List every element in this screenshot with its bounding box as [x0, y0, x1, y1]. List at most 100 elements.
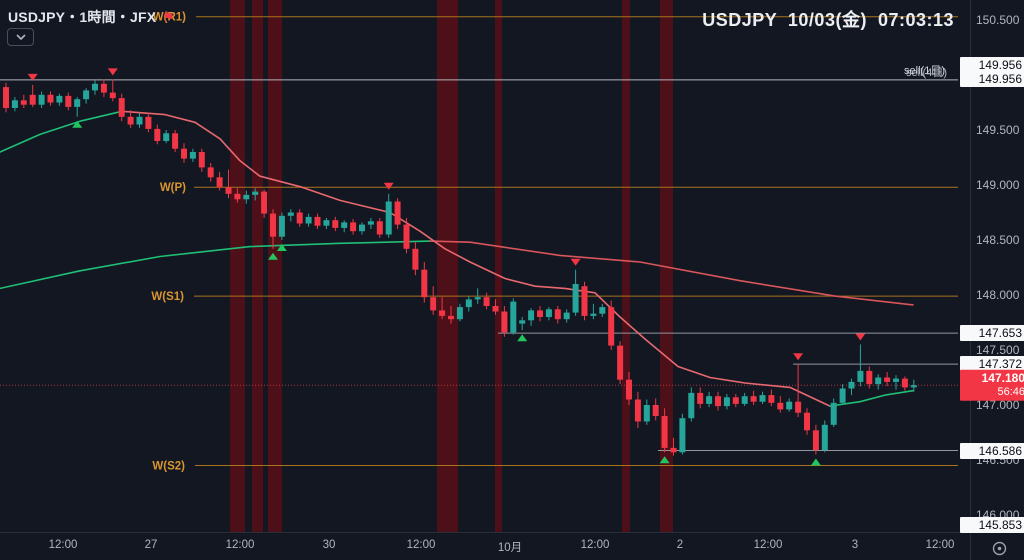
- buy-signal-icon: [517, 334, 528, 342]
- candle: [617, 345, 624, 380]
- sell-signal-icon: [570, 258, 581, 266]
- candle: [207, 167, 214, 178]
- candle: [661, 416, 668, 448]
- candlestick-chart-plot[interactable]: W(R1) W(P) W(S1) W(S2): [0, 0, 970, 532]
- sell-signal-icon: [855, 333, 866, 341]
- candle: [74, 99, 81, 107]
- candle: [626, 379, 632, 400]
- candle: [875, 377, 882, 385]
- candle: [519, 320, 526, 324]
- price-axis-tick: 148.000: [976, 288, 1020, 302]
- candle: [394, 201, 401, 225]
- time-axis-label: 12:00: [753, 539, 783, 551]
- buy-signal-icon: [268, 252, 278, 260]
- price-level-badge: 149.956: [960, 56, 1024, 73]
- price-axis-tick: 147.000: [976, 398, 1020, 412]
- candle: [145, 116, 152, 129]
- candle: [118, 98, 125, 117]
- time-axis[interactable]: 12:00 27 12:00 30 12:00 10月 12:00 2 12:00 3 12:00: [0, 533, 970, 560]
- axis-settings-gear-icon[interactable]: [988, 538, 1010, 558]
- sell-signal-icon: [27, 73, 38, 81]
- candle: [572, 284, 579, 313]
- time-axis-label: 12:00: [925, 539, 955, 551]
- candle: [670, 447, 677, 453]
- candle: [492, 306, 499, 312]
- flag-icon[interactable]: ⚑: [162, 9, 175, 25]
- candle: [172, 133, 179, 149]
- candle: [278, 215, 285, 237]
- candle: [554, 309, 561, 320]
- current-price-badge: 147.180 56:46: [960, 369, 1024, 401]
- ma-fast-line: [0, 110, 123, 153]
- pivot-label: W(S1): [151, 291, 184, 303]
- candle: [795, 401, 802, 413]
- buy-signal-icon: [659, 456, 670, 464]
- price-level-badge: 146.586: [960, 442, 1024, 459]
- price-level-badge: 145.853: [960, 517, 1024, 534]
- candle: [688, 392, 695, 419]
- sell-signal-icon: [383, 182, 394, 190]
- candle: [786, 401, 793, 410]
- price-axis[interactable]: 150.500 149.500 149.000 148.500 148.000 147.5…: [960, 0, 1024, 534]
- candle: [510, 301, 517, 333]
- pivot-label: W(P): [160, 182, 186, 194]
- candle: [679, 418, 686, 453]
- symbol-legend[interactable]: USDJPY・1時間・JFX ⚑: [8, 7, 175, 27]
- candle: [136, 116, 143, 125]
- candle: [715, 396, 721, 407]
- candle: [777, 402, 784, 410]
- candle: [750, 396, 757, 402]
- candle: [893, 378, 899, 382]
- candle: [243, 194, 250, 200]
- time-axis-label: 12:00: [225, 539, 255, 551]
- candle: [198, 152, 205, 168]
- candle: [768, 395, 775, 403]
- candle: [643, 405, 650, 422]
- candle: [29, 94, 36, 105]
- candle: [448, 315, 454, 320]
- candle: [127, 116, 134, 125]
- candle: [234, 193, 241, 200]
- candle: [65, 95, 72, 107]
- candle: [3, 87, 9, 108]
- symbol-title[interactable]: USDJPY・1時間・JFX: [8, 9, 157, 25]
- legend-collapse-button[interactable]: [7, 28, 34, 46]
- time-axis-label: 12:00: [406, 539, 436, 551]
- candle: [189, 152, 196, 159]
- candle: [261, 191, 268, 214]
- pivot-label: W(R1): [153, 12, 186, 24]
- ma-fast-line: [829, 389, 914, 407]
- buy-signal-icon: [810, 458, 821, 466]
- candle: [359, 224, 365, 232]
- candle: [812, 430, 819, 451]
- candle: [163, 133, 170, 141]
- candle: [804, 412, 810, 431]
- alert-line-label-sell-1d[interactable]: sell(1日): [904, 65, 945, 77]
- candle: [270, 213, 276, 237]
- price-level-badge: 147.653: [960, 325, 1024, 342]
- sell-signal-icon: [107, 68, 118, 76]
- candle: [421, 269, 428, 298]
- ma-slow-line: [0, 240, 431, 290]
- candle: [884, 377, 891, 382]
- time-axis-label: 30: [322, 539, 336, 551]
- candle: [910, 385, 917, 388]
- candle: [590, 313, 597, 316]
- candle: [225, 187, 232, 194]
- candle: [305, 216, 312, 224]
- candle: [581, 286, 588, 316]
- candle: [109, 92, 116, 99]
- alert-line-label-sell-4d[interactable]: sell(4日): [906, 67, 947, 79]
- candle: [723, 397, 730, 407]
- candle: [181, 148, 187, 159]
- price-axis-tick: 147.500: [976, 343, 1020, 357]
- candle: [830, 402, 837, 425]
- time-axis-label: 2: [676, 539, 684, 551]
- candle: [38, 94, 45, 105]
- price-axis-tick: 150.500: [976, 13, 1020, 27]
- candle: [474, 297, 481, 300]
- candle: [11, 100, 18, 108]
- candle: [154, 128, 161, 141]
- candle: [759, 395, 766, 402]
- ma-fast-line: [121, 110, 831, 407]
